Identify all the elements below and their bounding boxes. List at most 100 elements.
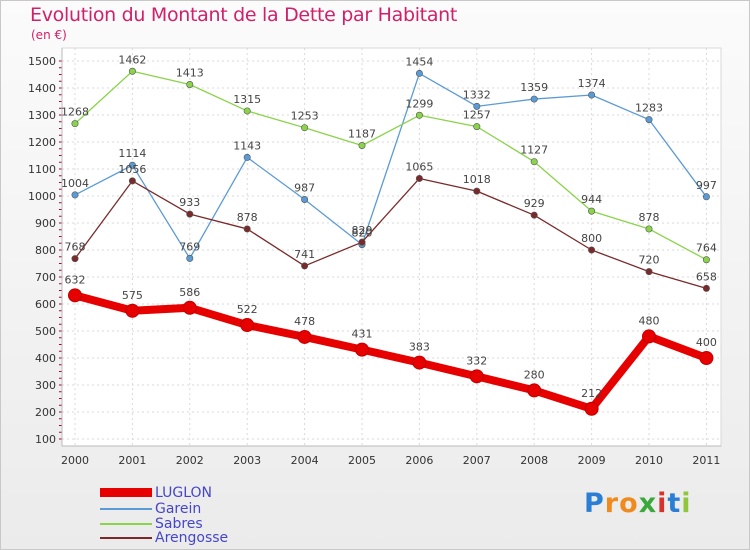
legend-label-sabres: Sabres <box>155 516 203 532</box>
data-label: 987 <box>294 182 315 195</box>
data-label: 1283 <box>635 102 663 115</box>
x-tick-label: 2010 <box>635 454 663 467</box>
data-point <box>642 329 656 344</box>
data-point <box>125 303 140 318</box>
x-tick-label: 2006 <box>405 454 433 467</box>
data-point <box>71 120 79 128</box>
chart-subtitle: (en €) <box>31 28 67 42</box>
series-line-sabres <box>74 70 707 261</box>
data-point <box>415 174 423 182</box>
data-label: 1413 <box>176 66 204 79</box>
data-point <box>301 196 309 204</box>
data-point <box>702 284 710 292</box>
data-label: 1253 <box>291 110 319 123</box>
data-point <box>530 95 538 103</box>
data-label: 768 <box>65 241 86 254</box>
data-point <box>415 111 423 119</box>
data-label: 1257 <box>463 109 491 122</box>
data-label: 1454 <box>405 55 433 68</box>
data-point <box>412 355 427 370</box>
y-tick-label: 600 <box>35 298 56 311</box>
data-point <box>240 318 255 333</box>
data-label: 997 <box>696 179 717 192</box>
data-label: 400 <box>696 336 717 349</box>
y-tick-label: 800 <box>35 244 56 257</box>
data-point <box>71 255 79 263</box>
data-point <box>128 67 136 75</box>
data-point <box>699 351 714 365</box>
data-point <box>473 187 481 195</box>
data-label: 431 <box>352 328 373 341</box>
series-line-arengosse <box>74 177 707 289</box>
data-label: 212 <box>581 387 602 400</box>
data-label: 658 <box>696 270 717 283</box>
data-point <box>527 383 542 398</box>
data-point <box>645 225 653 233</box>
y-tick-label: 1000 <box>28 190 56 203</box>
legend-swatch-sabres <box>100 523 152 525</box>
data-point <box>530 158 538 166</box>
logo-letter: i <box>657 488 668 519</box>
data-point <box>301 124 309 132</box>
data-label: 632 <box>65 273 86 286</box>
data-point <box>358 142 366 150</box>
y-tick-label: 1400 <box>28 82 56 95</box>
y-tick-label: 1300 <box>28 109 56 122</box>
chart-title: Evolution du Montant de la Dette par Hab… <box>30 4 458 26</box>
data-label: 1127 <box>520 144 548 157</box>
y-tick-label: 1200 <box>28 136 56 149</box>
data-label: 280 <box>524 368 545 381</box>
data-label: 1065 <box>405 160 433 173</box>
data-point <box>128 177 136 185</box>
data-point <box>588 207 596 215</box>
data-point <box>128 161 136 169</box>
data-label: 933 <box>179 196 200 209</box>
data-label: 769 <box>179 240 200 253</box>
data-point <box>588 91 596 99</box>
x-tick-label: 2005 <box>348 454 376 467</box>
x-tick-label: 2003 <box>233 454 261 467</box>
legend-label-luglon: LUGLON <box>155 485 212 501</box>
data-point <box>469 369 484 384</box>
data-point <box>182 300 197 315</box>
legend-swatch-arengosse <box>100 537 152 539</box>
x-tick-label: 2000 <box>61 454 89 467</box>
y-tick-label: 1500 <box>28 55 56 68</box>
data-label: 1462 <box>118 53 146 66</box>
data-label: 478 <box>294 315 315 328</box>
x-tick-label: 2001 <box>118 454 146 467</box>
data-label: 1299 <box>405 97 433 110</box>
data-point <box>473 123 481 131</box>
data-label: 800 <box>581 232 602 245</box>
logo-letter: o <box>619 488 639 519</box>
y-tick-label: 300 <box>35 379 56 392</box>
data-point <box>473 102 481 110</box>
data-point <box>243 107 251 115</box>
data-point <box>358 238 366 246</box>
series-line-luglon <box>73 291 708 413</box>
data-label: 1018 <box>463 173 491 186</box>
data-label: 720 <box>639 254 660 267</box>
data-point <box>355 342 369 357</box>
logo-letter: x <box>638 488 658 519</box>
data-point <box>68 288 82 303</box>
legend-label-garein: Garein <box>155 501 202 517</box>
legend-swatch-luglon <box>100 488 152 497</box>
data-point <box>530 211 538 219</box>
data-label: 1359 <box>520 81 548 94</box>
x-tick-label: 2007 <box>463 454 491 467</box>
data-label: 1315 <box>233 93 261 106</box>
data-label: 878 <box>237 211 258 224</box>
data-label: 1187 <box>348 128 376 141</box>
x-tick-label: 2009 <box>578 454 606 467</box>
y-tick-label: 900 <box>35 217 56 230</box>
data-label: 829 <box>352 224 373 237</box>
proxiti-logo: Proxiti <box>584 488 692 519</box>
logo-letter: t <box>667 488 682 519</box>
data-label: 1332 <box>463 88 491 101</box>
data-point <box>243 225 251 233</box>
data-point <box>702 256 710 264</box>
data-point <box>415 69 423 77</box>
x-tick-label: 2008 <box>520 454 548 467</box>
y-tick-label: 100 <box>35 433 56 446</box>
